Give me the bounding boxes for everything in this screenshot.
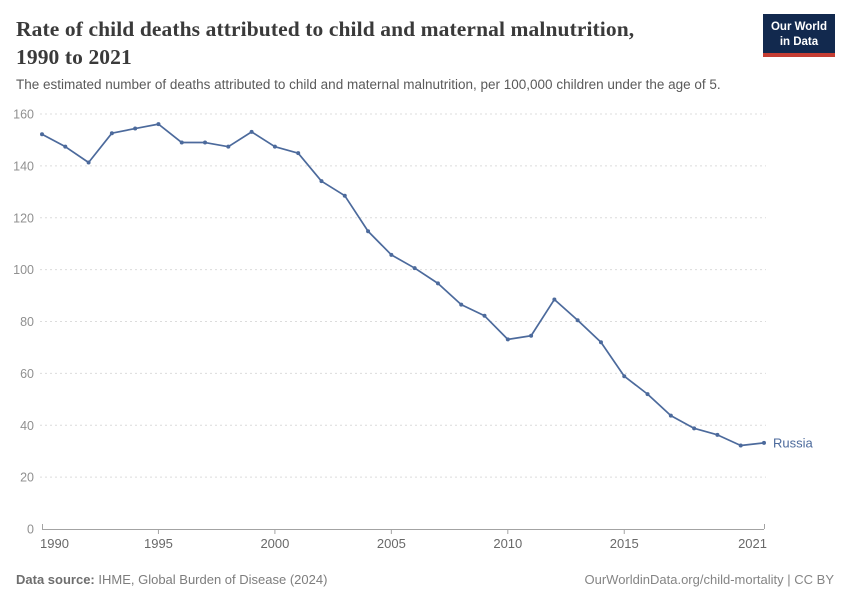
- x-axis-labels: 1990 1995 2000 2005 2010 2015 2021: [40, 536, 767, 551]
- data-point[interactable]: [459, 302, 464, 307]
- owid-license-link[interactable]: OurWorldinData.org/child-mortality | CC …: [584, 572, 835, 587]
- svg-text:1990: 1990: [40, 536, 69, 551]
- data-point[interactable]: [762, 440, 766, 445]
- data-point[interactable]: [529, 333, 534, 338]
- data-point[interactable]: [179, 140, 184, 145]
- data-point[interactable]: [109, 131, 114, 136]
- data-source-text: IHME, Global Burden of Disease (2024): [94, 572, 328, 587]
- header: Rate of child deaths attributed to child…: [16, 15, 746, 72]
- x-axis: [42, 524, 765, 534]
- data-point[interactable]: [552, 297, 557, 302]
- data-point[interactable]: [366, 229, 371, 234]
- svg-text:40: 40: [20, 419, 34, 433]
- title-line-2: 1990 to 2021: [16, 45, 132, 70]
- data-point[interactable]: [63, 144, 68, 149]
- svg-text:1995: 1995: [144, 536, 173, 551]
- svg-text:20: 20: [20, 471, 34, 485]
- data-point[interactable]: [505, 337, 510, 342]
- data-point[interactable]: [412, 266, 417, 271]
- svg-text:2005: 2005: [377, 536, 406, 551]
- svg-text:80: 80: [20, 315, 34, 329]
- svg-text:60: 60: [20, 367, 34, 381]
- owid-logo-line-2: in Data: [779, 35, 819, 48]
- svg-text:140: 140: [13, 159, 34, 173]
- data-point[interactable]: [715, 432, 720, 437]
- data-point[interactable]: [598, 340, 603, 345]
- data-point[interactable]: [575, 318, 580, 323]
- data-point[interactable]: [249, 129, 254, 134]
- data-point[interactable]: [272, 144, 277, 149]
- data-point[interactable]: [435, 281, 440, 286]
- data-point[interactable]: [645, 392, 650, 397]
- data-point[interactable]: [40, 132, 44, 137]
- owid-logo-line-1: Our World: [770, 21, 827, 33]
- data-points[interactable]: [40, 122, 766, 448]
- series-end-label[interactable]: Russia: [773, 435, 814, 450]
- data-source: Data source: IHME, Global Burden of Dise…: [16, 572, 327, 587]
- title-line-1: Rate of child deaths attributed to child…: [16, 17, 635, 41]
- data-point[interactable]: [668, 413, 673, 418]
- data-point[interactable]: [156, 122, 161, 127]
- owid-logo[interactable]: Our World in Data: [762, 14, 835, 58]
- svg-text:2015: 2015: [610, 536, 639, 551]
- svg-text:2010: 2010: [493, 536, 522, 551]
- y-axis-labels: 0 20 40 60 80 100 120 140 160: [13, 108, 34, 537]
- gridlines: [40, 113, 766, 478]
- data-point[interactable]: [133, 126, 138, 131]
- svg-text:0: 0: [27, 523, 34, 537]
- data-point[interactable]: [738, 443, 743, 448]
- page-title: Rate of child deaths attributed to child…: [16, 15, 746, 72]
- data-point[interactable]: [482, 313, 487, 318]
- data-point[interactable]: [342, 193, 347, 198]
- svg-text:2000: 2000: [260, 536, 289, 551]
- data-point[interactable]: [319, 179, 324, 184]
- svg-text:2021: 2021: [738, 536, 767, 551]
- data-point[interactable]: [389, 252, 394, 257]
- data-point[interactable]: [296, 151, 301, 156]
- data-point[interactable]: [86, 160, 91, 165]
- data-point[interactable]: [226, 144, 231, 149]
- svg-text:120: 120: [13, 211, 34, 225]
- svg-text:160: 160: [13, 108, 34, 122]
- data-point[interactable]: [203, 140, 208, 145]
- data-point[interactable]: [692, 426, 697, 431]
- data-line[interactable]: [41, 123, 765, 447]
- chart-subtitle: The estimated number of deaths attribute…: [16, 77, 721, 92]
- data-source-label: Data source:: [16, 572, 95, 587]
- data-point[interactable]: [622, 374, 627, 379]
- svg-text:100: 100: [13, 263, 34, 277]
- footer: Data source: IHME, Global Burden of Dise…: [16, 572, 834, 587]
